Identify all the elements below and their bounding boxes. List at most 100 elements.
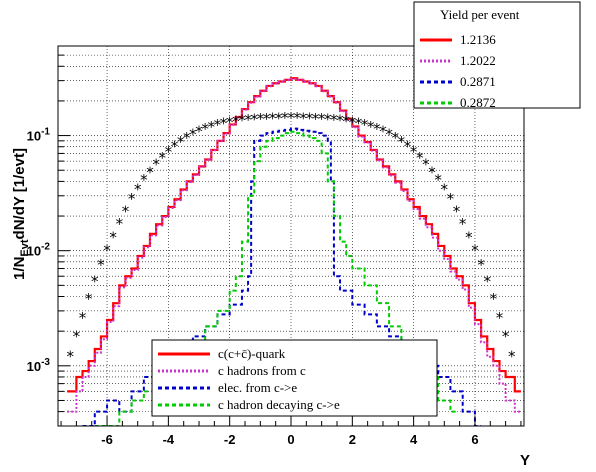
x-axis-label: Y (520, 452, 530, 469)
x-tick-label-3: 0 (287, 432, 294, 447)
grid-lines (58, 46, 524, 427)
star-marker: * (410, 143, 418, 161)
star-marker: * (165, 143, 173, 161)
x-tick-label-1: -4 (163, 432, 175, 447)
star-marker: * (422, 156, 430, 174)
star-marker: * (324, 110, 332, 128)
star-marker: * (391, 129, 399, 147)
star-marker: * (91, 272, 99, 290)
star-marker: * (97, 256, 105, 274)
star-marker: * (471, 242, 479, 260)
star-marker: * (434, 171, 442, 189)
legend-top-entries-label-2: 0.2871 (460, 74, 496, 89)
star-marker: * (465, 229, 473, 247)
star-marker: * (385, 126, 393, 144)
star-marker: * (361, 116, 369, 134)
star-marker: * (109, 229, 117, 247)
star-marker: * (404, 138, 412, 156)
star-marker: * (318, 110, 326, 128)
star-marker: * (189, 126, 197, 144)
star-marker: * (490, 290, 498, 308)
star-marker: * (79, 309, 87, 327)
star-marker: * (483, 272, 491, 290)
star-marker: * (441, 181, 449, 199)
star-marker: * (244, 111, 252, 129)
star-marker: * (379, 123, 387, 141)
star-marker: * (293, 109, 301, 127)
y-axis-label-main: 1/N (11, 257, 28, 280)
star-marker: * (508, 348, 516, 366)
legend-top-entries-label-3: 0.2872 (460, 95, 496, 110)
star-marker: * (122, 202, 130, 220)
star-marker: * (128, 190, 136, 208)
star-marker: * (177, 133, 185, 151)
star-marker: * (477, 256, 485, 274)
star-marker: * (300, 109, 308, 127)
star-marker: * (398, 133, 406, 151)
star-marker: * (134, 181, 142, 199)
legend-bottom: c(c+c̄)-quark c hadrons from c elec. from … (151, 339, 438, 417)
axis-ticks: -6 -4 -2 0 2 4 6 10-3 10-2 10-1 (27, 54, 522, 447)
star-marker: * (263, 110, 271, 128)
legend-top-header: Yield per event (440, 7, 520, 22)
y-tick-label-0: 10-3 (27, 357, 51, 374)
star-marker: * (214, 116, 222, 134)
legend-bottom-entries-label-2: elec. from c->e (218, 380, 297, 395)
star-marker: * (287, 109, 295, 127)
y-axis-label-sub: Evt (19, 239, 31, 256)
star-marker: * (459, 215, 467, 233)
legend-bottom-entries-label-1: c hadrons from c (218, 363, 306, 378)
star-marker: * (85, 290, 93, 308)
star-marker: * (67, 348, 75, 366)
x-tick-label-6: 6 (471, 432, 478, 447)
star-marker: * (342, 112, 350, 130)
star-marker: * (146, 163, 154, 181)
star-marker: * (269, 109, 277, 127)
star-marker: * (447, 190, 455, 208)
star-marker: * (257, 110, 265, 128)
star-marker: * (416, 149, 424, 167)
y-axis-label: 1/NEvtdN/dY [1/evt] (11, 148, 31, 280)
star-marker: * (183, 129, 191, 147)
star-marker: * (349, 113, 357, 131)
star-marker: * (195, 123, 203, 141)
star-marker: * (306, 109, 314, 127)
star-marker: * (116, 215, 124, 233)
star-marker: * (453, 202, 461, 220)
y-tick-label-1: 10-2 (27, 242, 51, 259)
star-marker: * (502, 327, 510, 345)
star-marker: * (226, 113, 234, 131)
star-marker: * (140, 171, 148, 189)
star-marker: * (373, 120, 381, 138)
star-marker: * (208, 118, 216, 136)
star-marker: * (367, 118, 375, 136)
legend-bottom-entries-label-0: c(c+c̄)-quark (218, 346, 286, 361)
star-marker: * (281, 109, 289, 127)
star-marker: * (330, 111, 338, 129)
star-marker: * (201, 120, 209, 138)
star-marker: * (250, 110, 258, 128)
series-line-1 (67, 78, 521, 413)
star-marker: * (232, 112, 240, 130)
star-marker: * (220, 115, 228, 133)
star-marker: * (355, 115, 363, 133)
star-marker: * (152, 156, 160, 174)
series-layer: ****************************************… (67, 77, 521, 426)
y-axis-label-rest: dN/dY [1/evt] (11, 148, 28, 239)
star-marker: * (496, 309, 504, 327)
x-tick-label-0: -6 (101, 432, 113, 447)
star-marker: * (73, 327, 81, 345)
x-tick-label-2: -2 (224, 432, 236, 447)
star-marker: * (103, 242, 111, 260)
star-marker: * (428, 163, 436, 181)
legend-top-entries-label-0: 1.2136 (460, 32, 496, 47)
star-marker: * (171, 138, 179, 156)
legend-top-entries-label-1: 1.2022 (460, 53, 496, 68)
x-tick-label-4: 2 (349, 432, 356, 447)
legend-bottom-entries-label-3: c hadron decaying c->e (218, 397, 340, 412)
legend-top: Yield per event 1.2136 1.2022 0.2871 0.2872 (413, 1, 581, 110)
star-marker: * (238, 112, 246, 130)
y-tick-label-2: 10-1 (27, 127, 51, 144)
star-marker: * (336, 112, 344, 130)
